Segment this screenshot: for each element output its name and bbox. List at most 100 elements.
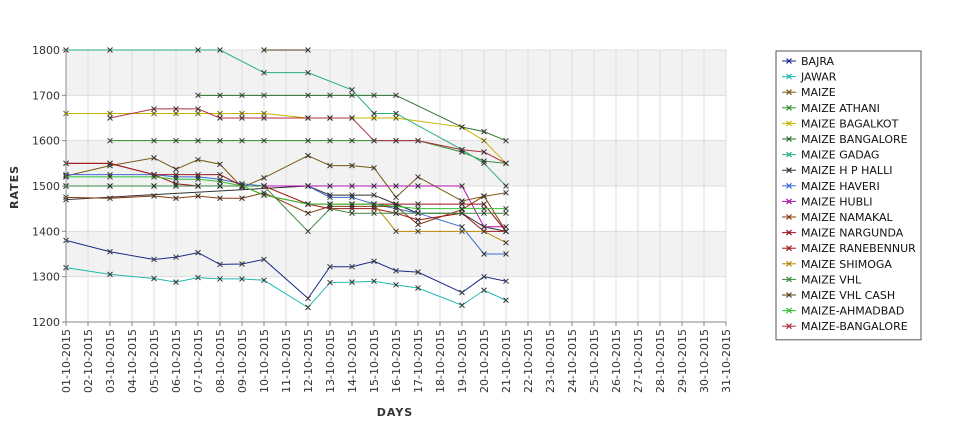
data-point	[327, 263, 333, 270]
legend-marker	[786, 260, 792, 267]
data-point	[173, 279, 179, 285]
x-tick-label: 19-10-2015	[456, 329, 469, 393]
data-point	[415, 137, 421, 144]
data-point	[481, 205, 487, 212]
legend-label: MAIZE	[801, 86, 836, 99]
x-tick-label: 09-10-2015	[236, 329, 249, 393]
data-point	[305, 210, 311, 217]
legend-label: MAIZE VHL	[801, 273, 862, 286]
data-point	[327, 194, 333, 201]
data-point	[107, 171, 113, 178]
x-tick-label: 13-10-2015	[324, 329, 337, 393]
data-point	[371, 137, 377, 144]
data-point	[459, 302, 465, 309]
legend-label: MAIZE HAVERI	[801, 180, 880, 193]
data-point	[195, 110, 201, 117]
data-point	[305, 47, 311, 53]
legend-marker	[786, 276, 792, 283]
data-point	[107, 271, 113, 278]
data-point	[371, 115, 377, 121]
legend-marker	[786, 167, 792, 174]
data-point	[327, 205, 333, 212]
data-point	[261, 174, 267, 181]
x-tick-label: 22-10-2015	[522, 329, 535, 393]
data-point	[305, 69, 311, 76]
y-tick-label: 1500	[32, 180, 60, 193]
data-point	[481, 193, 487, 199]
x-tick-label: 11-10-2015	[280, 329, 293, 393]
x-tick-label: 27-10-2015	[632, 329, 645, 393]
legend-label: MAIZE HUBLI	[801, 195, 872, 208]
data-point	[151, 275, 157, 282]
data-point	[261, 115, 267, 121]
series-bajra	[63, 237, 509, 302]
data-point	[349, 92, 355, 99]
legend-item: MAIZE-BANGALORE	[782, 320, 908, 333]
data-point	[173, 254, 179, 261]
legend-label: MAIZE-BANGALORE	[801, 320, 908, 333]
data-point	[503, 189, 509, 196]
data-point	[393, 92, 399, 99]
data-point	[239, 276, 245, 282]
data-point	[393, 194, 399, 201]
series-line	[66, 112, 507, 164]
data-point	[261, 277, 267, 284]
data-point	[349, 201, 355, 207]
data-point	[107, 137, 113, 144]
legend-marker	[786, 198, 792, 205]
data-point	[261, 183, 267, 189]
data-point	[151, 171, 157, 178]
x-tick-label: 30-10-2015	[698, 329, 711, 393]
data-point	[481, 273, 487, 280]
data-point	[349, 162, 355, 169]
data-point	[217, 178, 223, 185]
data-point	[239, 195, 245, 202]
data-point	[195, 174, 201, 180]
data-point	[393, 203, 399, 210]
data-point	[327, 115, 333, 121]
series-line	[110, 140, 507, 164]
x-tick-label: 05-10-2015	[148, 329, 161, 393]
legend-label: MAIZE BAGALKOT	[801, 117, 899, 130]
data-point	[393, 115, 399, 121]
data-point	[305, 152, 311, 159]
data-point	[107, 248, 113, 255]
x-tick-label: 28-10-2015	[654, 329, 667, 393]
x-tick-label: 24-10-2015	[566, 329, 579, 393]
data-point	[195, 47, 201, 53]
legend-marker	[786, 182, 792, 189]
data-point	[261, 47, 267, 53]
x-tick-label: 16-10-2015	[390, 329, 403, 393]
y-tick-label: 1200	[32, 316, 60, 329]
legend-marker	[786, 89, 792, 96]
data-point	[349, 263, 355, 270]
y-tick-label: 1300	[32, 271, 60, 284]
legend-marker	[786, 136, 792, 142]
data-point	[261, 110, 267, 117]
legend-marker	[786, 292, 792, 298]
x-tick-label: 20-10-2015	[478, 329, 491, 393]
series-maize-bangalore	[195, 92, 509, 144]
data-point	[459, 228, 465, 235]
x-tick-label: 06-10-2015	[170, 329, 183, 393]
data-point	[173, 176, 179, 183]
data-point	[151, 183, 157, 189]
data-point	[415, 205, 421, 212]
legend-label: MAIZE RANEBENNUR	[801, 242, 916, 255]
legend-label: MAIZE H P HALLI	[801, 164, 892, 177]
legend-item: MAIZE GADAG	[782, 149, 879, 162]
legend-item: JAWAR	[782, 71, 837, 84]
data-point	[349, 194, 355, 201]
data-point	[349, 192, 355, 198]
legend-item: BAJRA	[782, 55, 835, 68]
legend-item: MAIZE	[782, 86, 836, 99]
data-point	[195, 176, 201, 183]
legend-item: MAIZE RANEBENNUR	[782, 242, 916, 255]
data-point	[459, 223, 465, 230]
legend-item: MAIZE VHL CASH	[782, 289, 895, 302]
series-maize-ahmadbad	[63, 174, 509, 212]
legend-label: MAIZE NARGUNDA	[801, 227, 904, 240]
legend-label: MAIZE SHIMOGA	[801, 258, 892, 271]
x-tick-label: 07-10-2015	[192, 329, 205, 393]
data-point	[107, 115, 113, 121]
